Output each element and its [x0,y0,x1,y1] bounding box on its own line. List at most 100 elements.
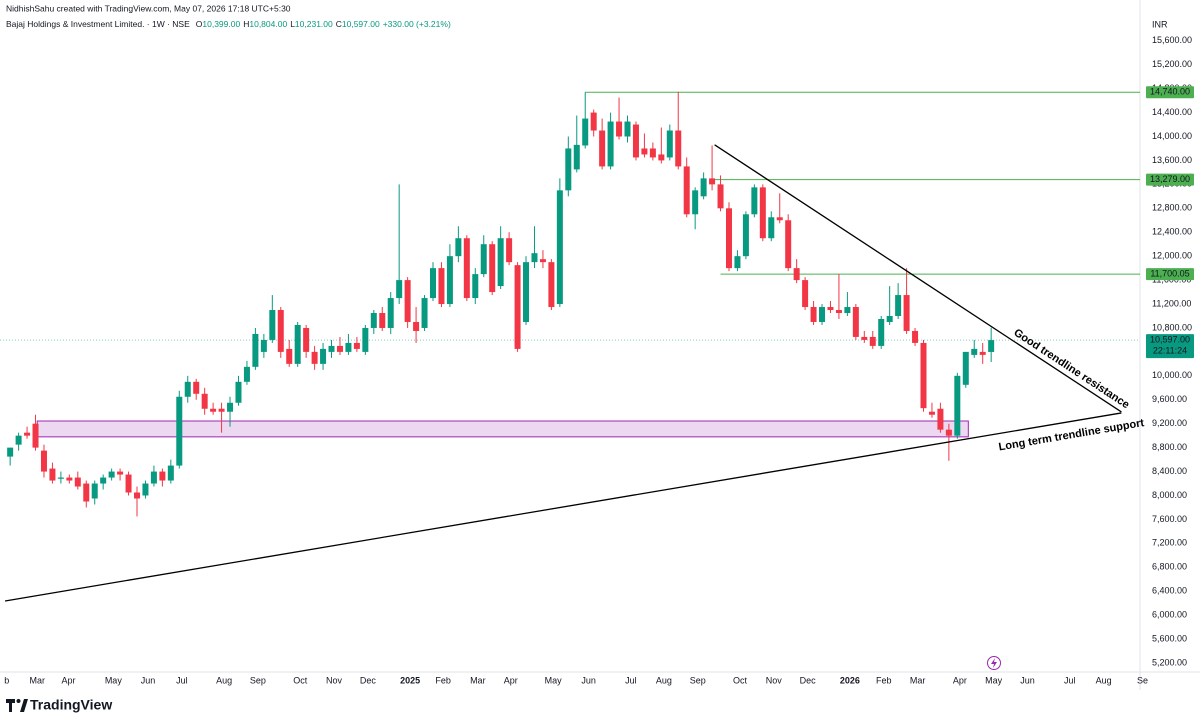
y-tick-label: 8,000.00 [1152,490,1187,500]
candle-body [40,450,47,472]
x-tick-label: Sep [250,675,266,685]
candle-body [184,381,191,397]
candle-body [937,408,944,430]
y-tick-label: 8,400.00 [1152,466,1187,476]
y-tick-label: 9,600.00 [1152,394,1187,404]
x-tick-label: Aug [216,675,232,685]
candle-body [903,295,910,331]
candle-body [7,447,14,457]
x-tick-label: Jul [176,675,188,685]
candle-body [607,121,614,167]
candle-body [751,187,758,215]
candle-body [489,244,496,293]
candle-body [539,259,546,263]
x-tick-label: Oct [293,675,308,685]
candle-body [590,112,597,131]
candle-body [218,408,225,412]
candle-body [159,471,166,481]
y-tick-label: 12,800.00 [1152,203,1192,213]
candle-body [429,268,436,299]
candle-body [328,345,335,352]
candle-body [548,262,555,308]
trendline [4,412,1122,602]
candle-body [954,375,961,436]
legend: Bajaj Holdings & Investment Limited. · 1… [6,19,451,29]
candle-body [514,265,521,349]
legend-value: 10,804.00 [249,19,287,29]
candle-body [201,393,208,409]
candle-body [573,144,580,170]
candle-body [658,154,665,161]
y-tick-label: 15,600.00 [1152,35,1192,45]
level-badge [1146,173,1194,186]
candle-body [100,477,107,484]
candle-body [844,307,851,314]
x-tick-label: Dec [800,675,817,685]
y-tick-label: 9,200.00 [1152,418,1187,428]
x-tick-label: Apr [504,675,518,685]
candle-body [827,307,834,311]
candle-body [895,295,902,316]
candle-body [404,280,411,322]
candle-body [438,268,445,305]
candle-body [66,477,73,481]
candle-body [345,342,352,352]
candle-body [463,238,470,299]
candle-body [260,339,267,352]
candle-body [928,411,935,415]
candle-body [649,148,656,158]
candle-body [759,187,766,239]
candle-body [210,408,217,412]
candle-body [91,483,98,499]
x-tick-label: Aug [656,675,672,685]
y-tick-label: 6,000.00 [1152,610,1187,620]
x-tick-label: Dec [360,675,377,685]
x-tick-label: Jul [625,675,637,685]
level-badge [1146,86,1194,99]
countdown: 22:11:24 [1153,345,1187,355]
candle-body [362,327,369,352]
candle-body [286,348,293,364]
candle-body [793,268,800,281]
candle-body [852,307,859,337]
candle-body [725,208,732,269]
candle-body [742,214,749,257]
y-tick-label: 8,800.00 [1152,442,1187,452]
last-price-label: 10,597.00 [1150,334,1190,344]
candle-body [15,435,22,445]
candle-body [506,238,513,263]
legend-key: O [196,19,203,29]
candle-body [413,321,420,331]
candle-body [878,318,885,346]
candle-body [819,307,826,322]
candle-body [472,274,479,299]
candle-body [675,130,682,167]
lightning-icon [987,656,1001,670]
candle-body [768,217,775,239]
candle-body [624,121,631,137]
candle-body [717,184,724,209]
x-tick-label: Mar [29,675,45,685]
candle-body [235,381,242,403]
candle-body [785,220,792,269]
candle-body [556,190,563,305]
level-label: 11,700.05 [1150,268,1189,278]
trendline [714,144,1122,413]
candle-body [74,477,81,487]
candle-body [869,336,876,346]
x-tick-label: Aug [1096,675,1112,685]
candle-body [303,327,310,352]
candle-body [565,148,572,191]
y-tick-label: 5,600.00 [1152,633,1187,643]
candle-body [920,342,927,409]
y-tick-label: 12,400.00 [1152,227,1192,237]
candle-body [277,310,284,352]
x-tick-label: Feb [435,675,451,685]
candle-body [810,307,817,322]
x-tick-label: Mar [470,675,486,685]
candle-body [370,313,377,328]
instrument: Bajaj Holdings & Investment Limited. · 1… [6,19,190,29]
